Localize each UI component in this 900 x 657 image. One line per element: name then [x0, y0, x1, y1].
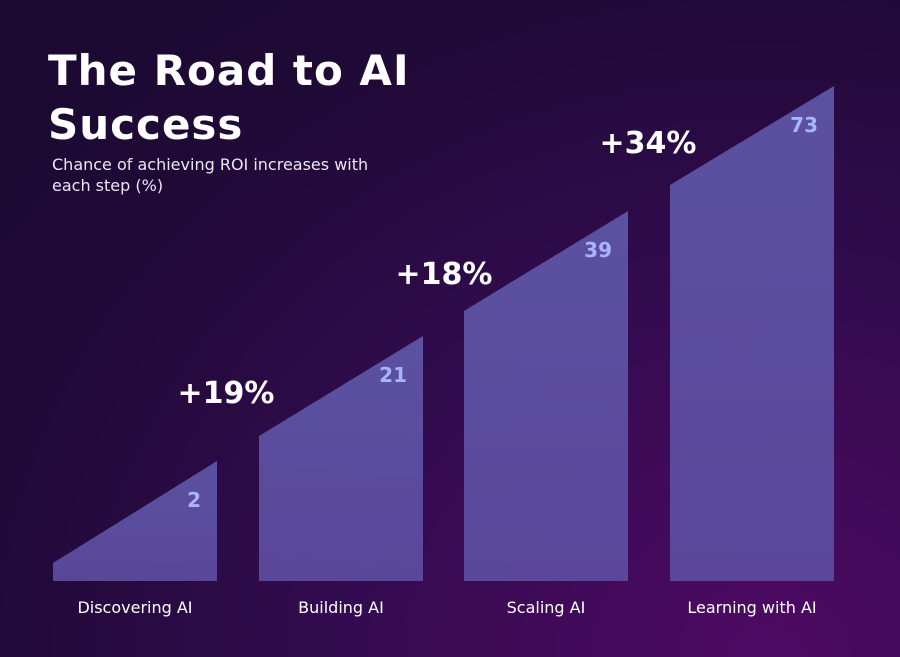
category-label: Building AI [298, 598, 384, 617]
delta-label: +19% [178, 376, 275, 411]
bar-building-ai [259, 336, 423, 581]
category-label: Discovering AI [77, 598, 192, 617]
bar-discovering-ai [53, 461, 217, 581]
bar-learning-with-ai [670, 86, 834, 581]
bar-value-label: 39 [584, 238, 612, 262]
labels-group: 2 Discovering AI 21 Building AI 39 Scaling AI… [77, 113, 818, 617]
category-label: Learning with AI [687, 598, 816, 617]
bars-group [53, 86, 834, 581]
delta-label: +34% [600, 126, 697, 161]
bar-value-label: 2 [187, 488, 201, 512]
category-label: Scaling AI [507, 598, 586, 617]
bar-value-label: 21 [379, 363, 407, 387]
bar-value-label: 73 [790, 113, 818, 137]
delta-label: +18% [396, 257, 493, 292]
chart-title: The Road to AI Success [48, 46, 410, 149]
chart-subtitle: Chance of achieving ROI increases with e… [52, 155, 369, 195]
bar-scaling-ai [464, 211, 628, 581]
